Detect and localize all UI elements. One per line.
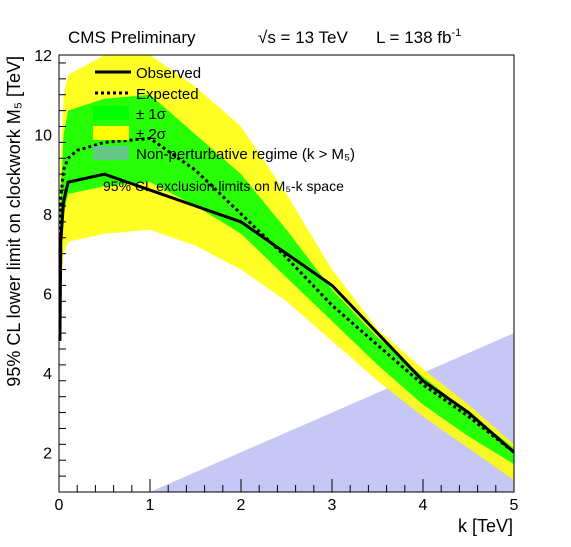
legend-swatch-band2 bbox=[93, 126, 129, 140]
legend-label-band1: ± 1σ bbox=[136, 106, 167, 123]
x-tick-label: 4 bbox=[419, 497, 428, 514]
x-tick-label: 5 bbox=[510, 497, 519, 514]
energy-label: √s = 13 TeV bbox=[258, 28, 348, 47]
experiment-label: CMS Preliminary bbox=[68, 28, 196, 47]
legend-label-observed: Observed bbox=[136, 65, 201, 82]
lumi-label: L = 138 fb-1 bbox=[376, 27, 461, 47]
legend-label-nonpert: Non-perturbative regime (k > M₅) bbox=[136, 146, 355, 163]
legend-swatch-band1 bbox=[93, 106, 129, 120]
x-tick-label: 2 bbox=[237, 497, 246, 514]
y-tick-label: 6 bbox=[43, 286, 52, 303]
lumi-text: L = 138 fb bbox=[376, 28, 451, 47]
legend-label-expected: Expected bbox=[136, 86, 199, 103]
x-tick-label: 1 bbox=[146, 497, 155, 514]
lumi-exponent: -1 bbox=[451, 27, 461, 39]
x-tick-label: 3 bbox=[328, 497, 337, 514]
y-tick-label: 2 bbox=[43, 445, 52, 462]
y-tick-label: 12 bbox=[34, 48, 52, 65]
y-tick-label: 8 bbox=[43, 207, 52, 224]
x-axis-label: k [TeV] bbox=[458, 516, 513, 536]
legend-label-band2: ± 2σ bbox=[136, 126, 167, 143]
y-tick-label: 4 bbox=[43, 366, 52, 383]
y-axis-label: 95% CL lower limit on clockwork M₅ [TeV] bbox=[4, 56, 24, 387]
chart-title: 95% CL exclusion limits on M₅-k space bbox=[103, 178, 344, 194]
x-tick-label: 0 bbox=[55, 497, 64, 514]
y-tick-label: 10 bbox=[34, 127, 52, 144]
legend-swatch-nonpert bbox=[93, 146, 129, 160]
